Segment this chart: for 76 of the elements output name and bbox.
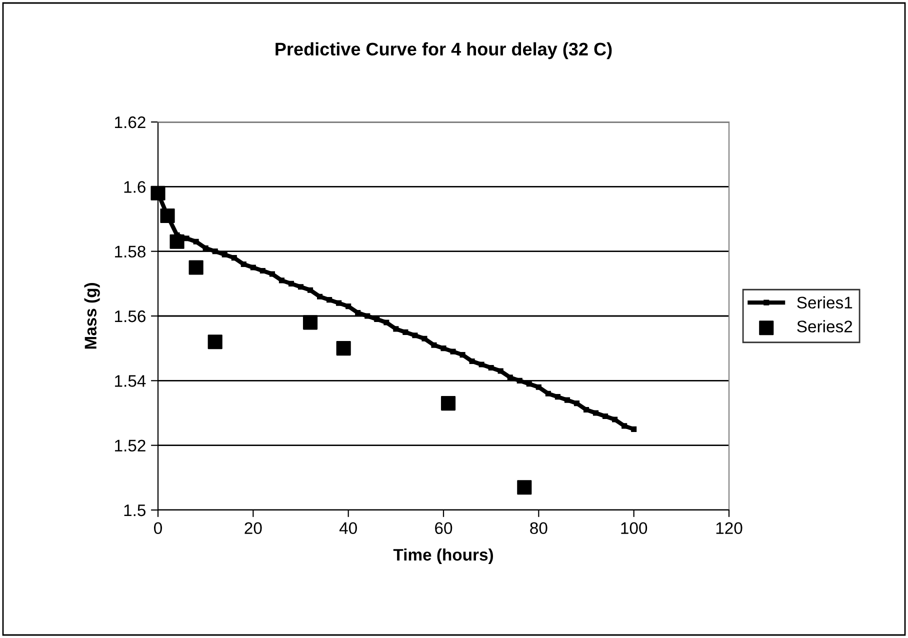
point	[422, 336, 428, 342]
point	[592, 410, 599, 416]
x-tick-label: 40	[339, 522, 357, 534]
x-tick-label: 60	[435, 522, 452, 534]
point	[326, 297, 332, 303]
x-tick-label: 20	[244, 522, 262, 534]
point	[193, 238, 199, 244]
point	[469, 358, 475, 364]
y-tick-label: 1.5	[124, 504, 146, 516]
point	[160, 208, 175, 224]
point	[260, 268, 266, 274]
point	[517, 480, 532, 495]
point	[278, 278, 284, 284]
point	[184, 236, 190, 242]
x-tick-label: 100	[621, 522, 648, 534]
point	[545, 390, 551, 396]
point	[188, 260, 204, 275]
point	[374, 316, 380, 322]
point	[170, 234, 184, 249]
point	[150, 186, 166, 200]
point	[602, 413, 608, 420]
point	[450, 348, 456, 354]
point	[231, 255, 237, 261]
point	[240, 261, 246, 268]
point	[393, 326, 399, 332]
point	[298, 284, 304, 290]
point	[498, 368, 504, 374]
point	[507, 374, 513, 380]
y-axis-title: Mass (g)	[84, 283, 100, 349]
point	[202, 245, 208, 251]
legend-label: Series1	[797, 296, 852, 309]
point	[336, 341, 351, 356]
point	[402, 329, 408, 335]
y-tick-label: 1.52	[115, 440, 146, 452]
point	[478, 362, 484, 368]
point	[460, 352, 466, 358]
point	[355, 310, 361, 316]
point	[364, 313, 370, 319]
point	[631, 426, 637, 432]
chart-title: Predictive Curve for 4 hour delay (32 C)	[276, 42, 612, 60]
point	[384, 320, 390, 326]
y-tick-label: 1.54	[115, 375, 146, 387]
point	[250, 264, 256, 270]
point	[346, 304, 352, 310]
point	[440, 396, 456, 411]
point	[302, 315, 318, 330]
x-tick-label: 0	[154, 522, 162, 534]
point	[440, 346, 446, 352]
y-tick-label: 1.58	[115, 246, 146, 258]
point	[526, 381, 532, 387]
point	[536, 384, 542, 390]
point	[564, 397, 570, 403]
x-tick-label: 120	[716, 522, 742, 534]
y-tick-label: 1.62	[115, 116, 146, 128]
y-tick-label: 1.6	[124, 181, 146, 193]
point	[307, 287, 314, 293]
point	[269, 271, 275, 277]
point	[516, 378, 522, 384]
point	[222, 252, 228, 258]
point	[288, 280, 294, 286]
point	[336, 300, 342, 306]
point	[208, 334, 222, 350]
point	[583, 406, 590, 413]
y-tick-label: 1.56	[115, 310, 146, 322]
point	[488, 364, 494, 371]
point	[212, 248, 218, 254]
point	[554, 394, 560, 400]
point	[622, 423, 628, 429]
x-axis-title: Time (hours)	[393, 548, 493, 564]
x-tick-label: 80	[530, 522, 548, 534]
point	[574, 400, 580, 406]
point	[412, 332, 418, 338]
legend-label: Series2	[797, 320, 852, 332]
point	[317, 294, 323, 300]
point	[431, 342, 437, 348]
point	[612, 416, 618, 422]
